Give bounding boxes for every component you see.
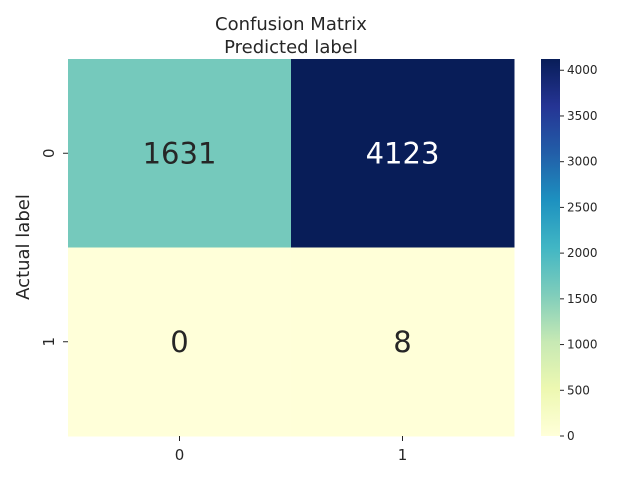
colorbar-tick-label: 500 bbox=[567, 383, 590, 397]
heatmap-cell bbox=[68, 247, 292, 437]
y-tick-label: 1 bbox=[40, 337, 58, 347]
y-axis-ticks: 01 bbox=[40, 148, 68, 347]
colorbar-tick-label: 0 bbox=[567, 429, 575, 443]
colorbar-tick-label: 3500 bbox=[567, 109, 598, 123]
cell-value-label: 4123 bbox=[366, 136, 440, 170]
heatmap-cell bbox=[291, 247, 515, 437]
colorbar-tick-label: 2500 bbox=[567, 200, 598, 214]
colorbar-tick-label: 4000 bbox=[567, 63, 598, 77]
colorbar-tick-label: 3000 bbox=[567, 155, 598, 169]
heatmap-cell bbox=[68, 59, 292, 248]
chart-title: Confusion Matrix bbox=[215, 14, 367, 35]
colorbar-tick-label: 1000 bbox=[567, 338, 598, 352]
x-tick-label: 0 bbox=[175, 446, 185, 464]
colorbar-tick-label: 1500 bbox=[567, 292, 598, 306]
heatmap-cell bbox=[291, 59, 515, 248]
y-tick-label: 0 bbox=[40, 148, 58, 158]
x-tick-label: 1 bbox=[398, 446, 408, 464]
cell-value-label: 0 bbox=[170, 325, 188, 359]
cell-annotations: 1631 4123 0 8 bbox=[143, 136, 440, 359]
colorbar bbox=[541, 59, 560, 436]
chart-subtitle: Predicted label bbox=[224, 37, 358, 58]
colorbar-tick-label: 2000 bbox=[567, 246, 598, 260]
cell-value-label: 1631 bbox=[143, 136, 217, 170]
cell-value-label: 8 bbox=[393, 325, 411, 359]
colorbar-ticks: 0 500 1000 1500 2000 2500 3000 3500 4000 bbox=[560, 63, 598, 443]
heatmap-cells bbox=[68, 59, 515, 437]
y-axis-label: Actual label bbox=[13, 194, 34, 300]
